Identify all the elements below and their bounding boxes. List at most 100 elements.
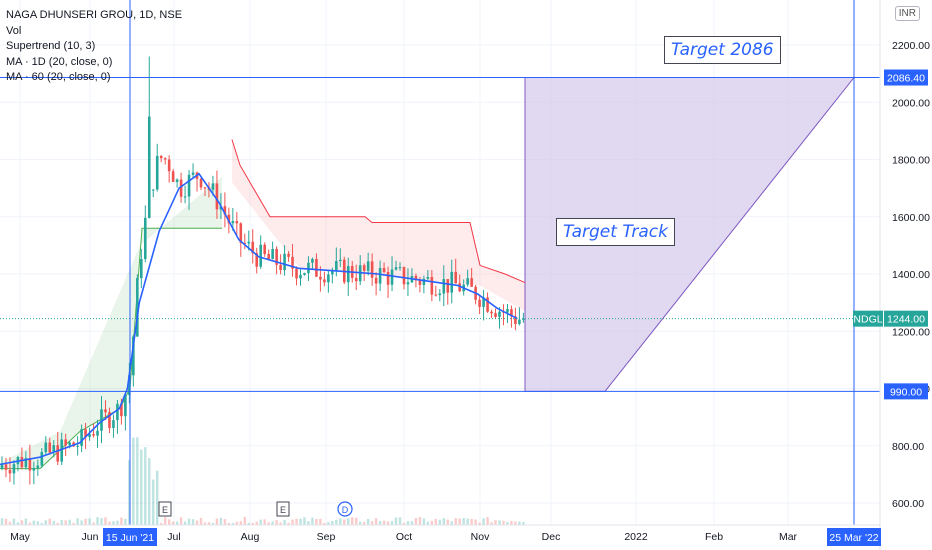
candle-body <box>84 429 87 437</box>
candles <box>0 56 525 485</box>
candle-body <box>362 265 366 271</box>
candle-body <box>187 174 191 197</box>
candle-body <box>76 445 79 447</box>
candle-body <box>151 189 155 191</box>
legend-ma-60[interactable]: MA · 60 (20, close, 0) <box>6 71 111 83</box>
volume-bar <box>171 521 175 525</box>
candle-body <box>486 297 489 312</box>
volume-bar <box>315 519 318 525</box>
volume-bar <box>20 520 24 525</box>
price-tag-label: 1244.00 <box>887 314 925 326</box>
candle-body <box>211 183 215 190</box>
volume-bar <box>398 517 402 525</box>
volume-bar <box>183 521 187 525</box>
volume-bar <box>307 521 310 525</box>
candle-body <box>490 311 493 314</box>
volume-bar <box>382 520 386 525</box>
candle-body <box>458 283 461 292</box>
volume-bar <box>203 522 207 525</box>
legend-vol[interactable]: Vol <box>6 24 22 37</box>
volume-bar <box>422 518 426 525</box>
candle-body <box>120 403 123 417</box>
time-tick-label: Jul <box>167 531 180 543</box>
volume-bar <box>0 518 4 525</box>
target-track-annotation[interactable]: Target Track <box>556 218 675 246</box>
candle-body <box>271 248 274 259</box>
time-tick-label: Aug <box>241 531 260 543</box>
supertrend-up-fill <box>0 176 222 469</box>
legend-symbol[interactable]: NAGA DHUNSERI GROU, 1D, NSE <box>6 9 183 21</box>
candle-body <box>32 468 36 471</box>
price-tag-label: 2086.40 <box>887 73 925 85</box>
candle-body <box>450 271 454 293</box>
candle-body <box>339 259 342 262</box>
volume-bar <box>351 517 354 525</box>
chart-legend: NAGA DHUNSERI GROU, 1D, NSE Vol Supertre… <box>6 8 182 86</box>
candle-body <box>374 277 378 284</box>
candle-body <box>12 464 16 474</box>
candle-body <box>398 267 402 269</box>
volume-bar <box>366 518 370 525</box>
volume-bar <box>112 521 115 525</box>
earnings-marker-label: E <box>162 505 168 515</box>
candle-body <box>323 279 326 283</box>
candle-body <box>203 187 207 189</box>
candle-body <box>319 276 322 280</box>
volume-bar <box>410 521 414 525</box>
candle-body <box>434 294 438 296</box>
candle-body <box>0 464 4 469</box>
candle-body <box>52 445 56 453</box>
volume-bar <box>462 517 465 525</box>
candle-body <box>255 253 259 267</box>
volume-bar <box>100 518 103 525</box>
candle-body <box>327 274 330 283</box>
legend-ma-1d[interactable]: MA · 1D (20, close, 0) <box>6 55 113 68</box>
candle-body <box>60 439 63 462</box>
candle-body <box>247 241 251 244</box>
candle-body <box>295 268 298 279</box>
candle-body <box>215 183 219 210</box>
volume-bar <box>263 519 266 525</box>
volume-bar <box>179 517 183 525</box>
volume-bar <box>442 518 445 525</box>
volume-bar <box>502 520 505 525</box>
volume-bar <box>16 522 20 525</box>
time-tag-label: 15 Jun '21 <box>106 532 154 544</box>
volume-bar <box>454 518 457 525</box>
time-tag <box>103 528 157 546</box>
price-axis[interactable]: 2200.00 2000.00 1800.00 1600.00 1400.00 1200.… <box>853 0 930 550</box>
volume-bar <box>144 447 147 525</box>
candle-body <box>128 375 131 396</box>
volume-bar <box>12 518 16 525</box>
candle-body <box>402 267 406 285</box>
time-tick-label: Mar <box>779 531 798 543</box>
legend-supertrend[interactable]: Supertrend (10, 3) <box>6 40 96 52</box>
volume-bar <box>124 518 127 525</box>
candle-body <box>159 155 163 159</box>
volume-bar <box>191 519 195 525</box>
price-tag <box>884 69 928 86</box>
volume-bar <box>518 521 521 525</box>
volume-bar <box>378 520 382 525</box>
volume-bar <box>4 518 8 525</box>
candle-body <box>36 465 40 469</box>
volume-bar <box>156 470 159 525</box>
candle-body <box>68 442 71 446</box>
candle-body <box>231 221 235 224</box>
volume-bar <box>52 521 55 525</box>
target-annotation[interactable]: Target 2086 <box>664 36 781 64</box>
volume-bar <box>211 522 215 525</box>
candle-body <box>183 196 187 198</box>
candle-body <box>96 430 99 436</box>
candle-body <box>48 442 52 453</box>
supertrend-bands <box>0 139 526 470</box>
volume-bar <box>402 522 406 525</box>
volume-bar <box>355 517 358 525</box>
time-axis[interactable]: May Jun Jul Aug Sep Oct Nov Dec 2022 Feb Mar 15 Jun… <box>0 524 881 546</box>
volume-bar <box>430 520 434 525</box>
ma-line <box>0 172 518 466</box>
currency-button[interactable]: INR <box>894 6 920 21</box>
candle-body <box>366 261 370 271</box>
